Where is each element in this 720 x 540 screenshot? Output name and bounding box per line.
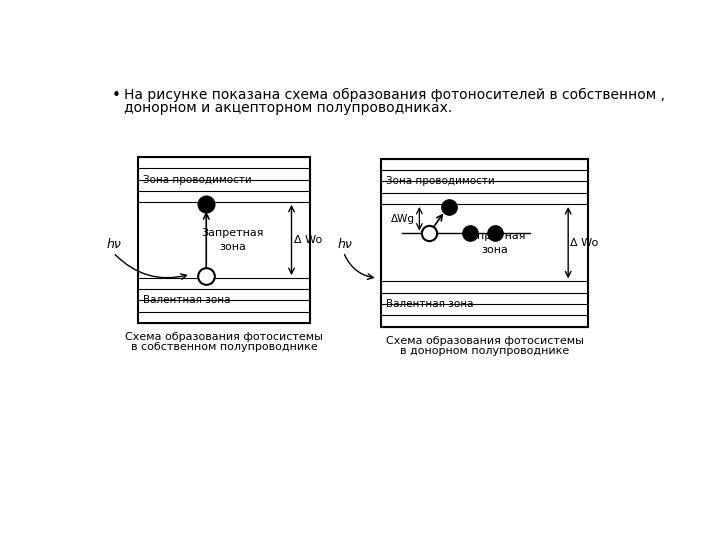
Text: hν: hν xyxy=(337,238,352,251)
Text: донорном и акцепторном полупроводниках.: донорном и акцепторном полупроводниках. xyxy=(124,101,452,115)
Text: Запретная: Запретная xyxy=(464,231,526,241)
Text: в собственном полупроводнике: в собственном полупроводнике xyxy=(131,342,318,352)
Bar xyxy=(138,157,310,323)
Text: Δ Wo: Δ Wo xyxy=(570,238,599,248)
Text: ΔWg: ΔWg xyxy=(391,214,415,224)
Text: Запретная: Запретная xyxy=(202,228,264,238)
Text: Схема образования фотосистемы: Схема образования фотосистемы xyxy=(385,336,583,346)
Text: •: • xyxy=(112,88,120,103)
Text: Валентная зона: Валентная зона xyxy=(386,299,474,309)
Text: зона: зона xyxy=(482,245,508,254)
Text: На рисунке показана схема образования фотоносителей в собственном ,: На рисунке показана схема образования фо… xyxy=(124,88,665,102)
Bar xyxy=(381,159,588,327)
Text: зона: зона xyxy=(220,242,246,252)
Text: Зона проводимости: Зона проводимости xyxy=(143,174,252,185)
Text: Δ Wo: Δ Wo xyxy=(294,235,322,245)
Text: Зона проводимости: Зона проводимости xyxy=(386,177,495,186)
Text: в донорном полупроводнике: в донорном полупроводнике xyxy=(400,346,569,356)
Text: hν: hν xyxy=(107,239,122,252)
Text: Схема образования фотосистемы: Схема образования фотосистемы xyxy=(125,332,323,342)
Text: Валентная зона: Валентная зона xyxy=(143,295,231,306)
